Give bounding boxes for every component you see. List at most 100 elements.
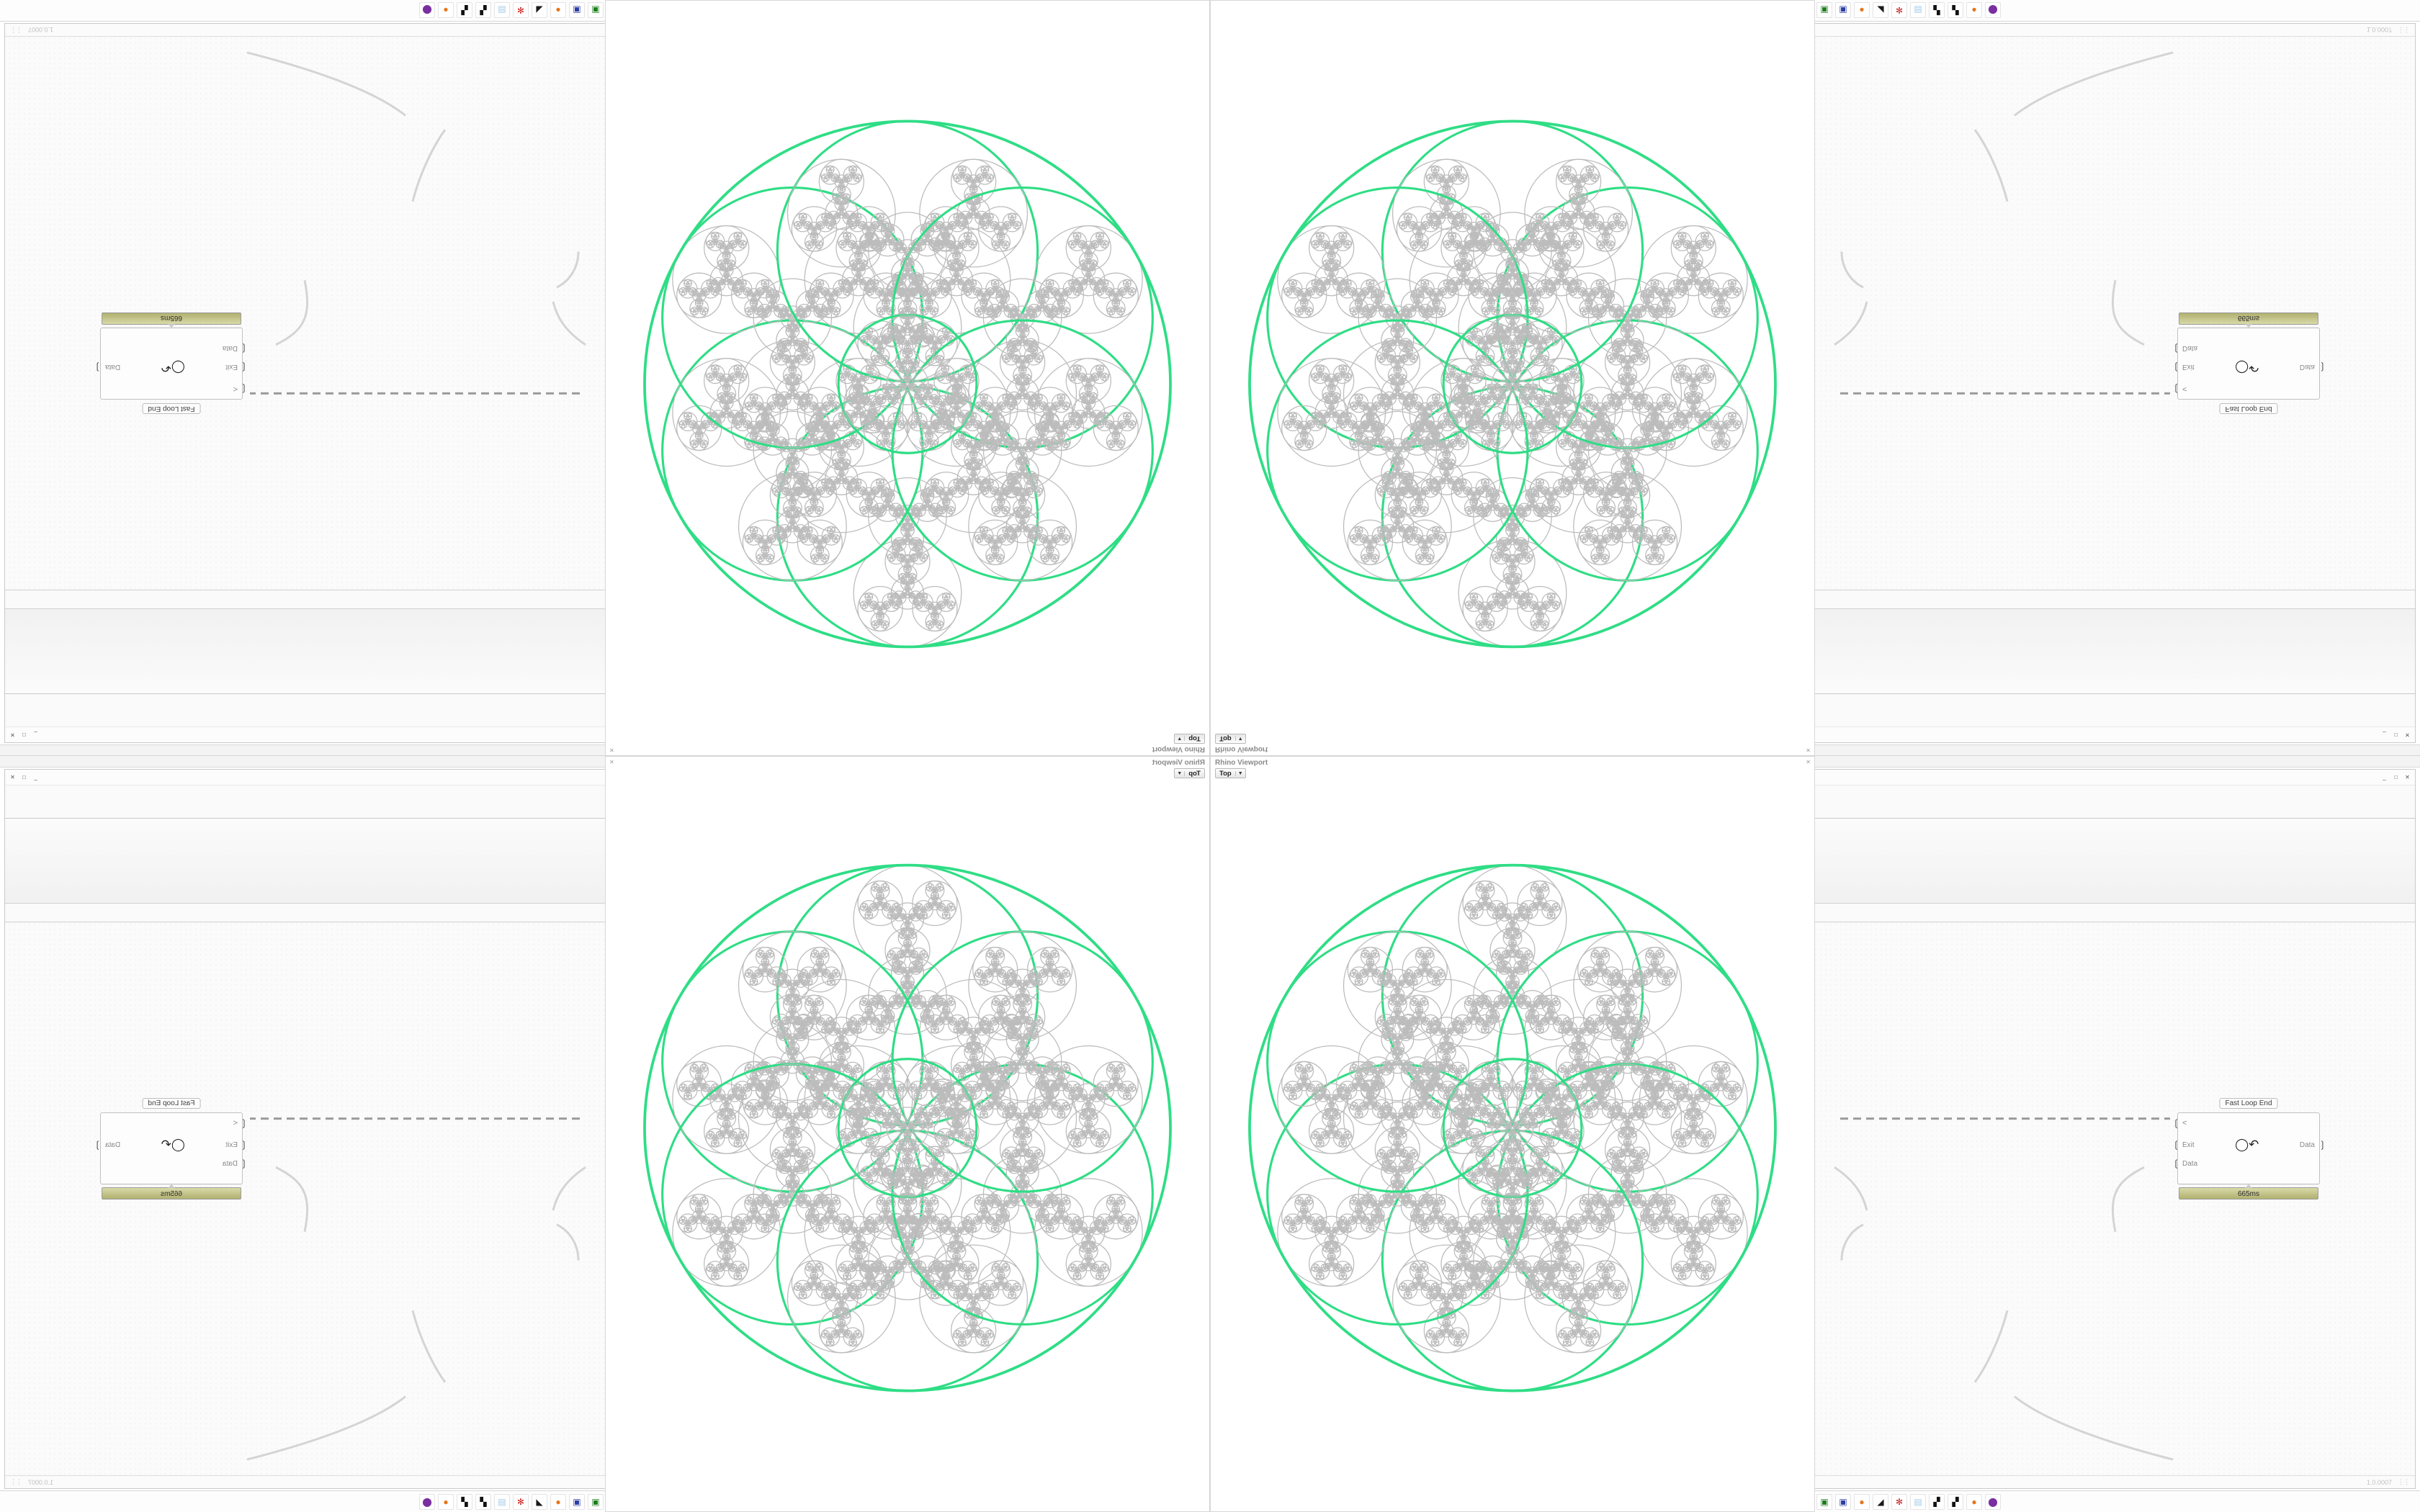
output-label-data: Data bbox=[2300, 1141, 2315, 1149]
minimize-button[interactable]: _ bbox=[2380, 731, 2389, 739]
taskbar-icon-terminal[interactable]: ▣ bbox=[1816, 2, 1832, 19]
taskbar-icon-terminal[interactable]: ▣ bbox=[1816, 1493, 1832, 1510]
node-fast-loop-end[interactable]: Fast Loop End ❲ < ❲ Exit ◯↶ Data ❳ bbox=[2172, 312, 2326, 414]
input-port[interactable]: ❲ bbox=[2172, 362, 2180, 373]
taskbar-icon-notepad[interactable]: ▤ bbox=[1910, 1493, 1926, 1510]
taskbar-icon-firefox-2[interactable]: ● bbox=[550, 1493, 566, 1510]
resize-grip[interactable]: ⋮⋮ bbox=[11, 26, 22, 34]
maximize-button[interactable]: □ bbox=[19, 773, 29, 782]
taskbar-icon-kde[interactable]: ⬤ bbox=[419, 2, 435, 19]
taskbar-icon-notepad[interactable]: ▤ bbox=[1910, 2, 1926, 19]
taskbar-icon-save-pa[interactable]: ▣ bbox=[1835, 1493, 1851, 1510]
rhino-viewport[interactable]: Rhino Viewport ✕ Top ▼ bbox=[605, 756, 1210, 1512]
viewport-col-left-top: Rhino Viewport ✕ Top ▼ bbox=[605, 0, 1210, 756]
taskbar-icon-save-pa[interactable]: ▣ bbox=[569, 1493, 585, 1510]
node-fast-loop-end[interactable]: Fast Loop End ❲ < ❲ Exit ◯↶ Data ❳ bbox=[94, 312, 248, 414]
taskbar-icon-terminal[interactable]: ▣ bbox=[588, 1493, 604, 1510]
version-label: 1.0.0007 bbox=[28, 27, 53, 34]
taskbar-icon-firefox[interactable]: ● bbox=[438, 1493, 454, 1510]
output-port[interactable]: ❳ bbox=[2318, 362, 2326, 373]
close-button[interactable]: ✕ bbox=[8, 731, 17, 739]
input-port[interactable]: ❲ bbox=[2172, 1119, 2180, 1128]
input-port[interactable]: ❲ bbox=[240, 384, 248, 395]
loop-exit-icon: ◯↶ bbox=[161, 360, 185, 374]
taskbar-icon-kde[interactable]: ⬤ bbox=[1985, 2, 2001, 19]
window-buttons[interactable]: _ □ ✕ bbox=[8, 773, 40, 782]
taskbar-icon-firefox[interactable]: ● bbox=[1966, 1493, 1982, 1510]
node-tag: Fast Loop End bbox=[142, 403, 201, 414]
maximize-button[interactable]: □ bbox=[2391, 731, 2401, 739]
minimize-button[interactable]: _ bbox=[31, 731, 40, 739]
rhino-viewport[interactable]: Rhino Viewport ✕ Top ▼ bbox=[605, 0, 1210, 756]
taskbar-icon-wolf[interactable]: ◢ bbox=[1873, 1493, 1888, 1510]
taskbar-icon-maze-1[interactable]: ▞ bbox=[457, 1493, 472, 1510]
window-buttons[interactable]: _ □ ✕ bbox=[2380, 773, 2412, 782]
taskbar-icon-kde[interactable]: ⬤ bbox=[419, 1493, 435, 1510]
input-label-data: Data bbox=[223, 1160, 238, 1168]
input-port[interactable]: ❲ bbox=[2172, 343, 2180, 354]
close-button[interactable]: ✕ bbox=[2403, 731, 2412, 739]
minimize-button[interactable]: _ bbox=[2380, 773, 2389, 782]
taskbar-icon-maze-1[interactable]: ▞ bbox=[1948, 1493, 1963, 1510]
maximize-button[interactable]: □ bbox=[2391, 773, 2401, 782]
taskbar-icon-maze-2[interactable]: ▞ bbox=[475, 2, 491, 19]
taskbar-icon-red-app[interactable]: ✻ bbox=[1891, 2, 1907, 19]
close-button[interactable]: ✕ bbox=[2403, 773, 2412, 782]
taskbar-icon-save-pa[interactable]: ▣ bbox=[1835, 2, 1851, 19]
taskbar-icon-firefox-2[interactable]: ● bbox=[1854, 1493, 1870, 1510]
close-button[interactable]: ✕ bbox=[8, 773, 17, 782]
rhino-viewport[interactable]: Rhino Viewport ✕ Top ▼ bbox=[1210, 0, 1815, 756]
input-port[interactable]: ❲ bbox=[2172, 1159, 2180, 1169]
center-divider-vertical bbox=[1209, 0, 1210, 1512]
input-port[interactable]: ❲ bbox=[2172, 384, 2180, 395]
input-port[interactable]: ❲ bbox=[240, 343, 248, 354]
input-label-data: Data bbox=[2182, 345, 2197, 353]
taskbar-icon-maze-2[interactable]: ▞ bbox=[1929, 2, 1945, 19]
taskbar-icon-wolf[interactable]: ◢ bbox=[1873, 2, 1888, 19]
taskbar-icon-maze-2[interactable]: ▞ bbox=[475, 1493, 491, 1510]
resize-grip[interactable]: ⋮⋮ bbox=[2398, 26, 2409, 34]
taskbar-icon-notepad[interactable]: ▤ bbox=[494, 2, 510, 19]
taskbar-icon-firefox-2[interactable]: ● bbox=[550, 2, 566, 19]
apollonian-gasket-graphic bbox=[643, 863, 1172, 1392]
taskbar-icon-notepad[interactable]: ▤ bbox=[494, 1493, 510, 1510]
input-label-data: Data bbox=[2182, 1160, 2197, 1168]
taskbar-icon-red-app[interactable]: ✻ bbox=[513, 2, 529, 19]
output-port[interactable]: ❳ bbox=[2318, 1140, 2326, 1150]
node-fast-loop-end[interactable]: Fast Loop End ❲ < ❲ Exit ◯↶ Data ❳ bbox=[2172, 1098, 2326, 1200]
taskbar-icon-terminal[interactable]: ▣ bbox=[588, 2, 604, 19]
taskbar-icon-wolf[interactable]: ◢ bbox=[532, 1493, 547, 1510]
viewport-col-right-top: Rhino Viewport ✕ Top ▼ bbox=[1210, 0, 1815, 756]
taskbar-icon-save-pa[interactable]: ▣ bbox=[569, 2, 585, 19]
maximize-button[interactable]: □ bbox=[19, 731, 29, 739]
output-port[interactable]: ❳ bbox=[94, 362, 102, 373]
taskbar-icon-firefox[interactable]: ● bbox=[438, 2, 454, 19]
taskbar-icon-kde[interactable]: ⬤ bbox=[1985, 1493, 2001, 1510]
taskbar-icon-firefox-2[interactable]: ● bbox=[1854, 2, 1870, 19]
resize-grip[interactable]: ⋮⋮ bbox=[2398, 1478, 2410, 1486]
window-buttons[interactable]: _ □ ✕ bbox=[2380, 731, 2412, 739]
input-port[interactable]: ❲ bbox=[240, 362, 248, 373]
taskbar-icon-maze-2[interactable]: ▞ bbox=[1929, 1493, 1945, 1510]
node-fast-loop-end[interactable]: Fast Loop End ❲ < ❲ Exit ◯↶ Data ❳ bbox=[94, 1098, 248, 1200]
input-port[interactable]: ❲ bbox=[240, 1158, 248, 1169]
taskbar-icon-wolf[interactable]: ◢ bbox=[532, 2, 547, 19]
minimize-button[interactable]: _ bbox=[31, 773, 40, 782]
rhino-viewport[interactable]: Rhino Viewport ✕ Top ▼ bbox=[1210, 756, 1815, 1512]
viewport-col-right-bot: Rhino Viewport ✕ Top ▼ bbox=[1210, 756, 1815, 1512]
input-port[interactable]: ❲ bbox=[240, 1140, 248, 1151]
taskbar-icon-maze-1[interactable]: ▞ bbox=[1948, 2, 1963, 19]
version-label: 1.0.0007 bbox=[2367, 1479, 2392, 1486]
resize-grip[interactable]: ⋮⋮ bbox=[11, 1478, 22, 1486]
taskbar-icon-red-app[interactable]: ✻ bbox=[1891, 1493, 1907, 1510]
input-port[interactable]: ❲ bbox=[2172, 1140, 2180, 1150]
input-port[interactable]: ❲ bbox=[240, 1118, 248, 1129]
window-buttons[interactable]: _ □ ✕ bbox=[8, 731, 40, 739]
output-port[interactable]: ❳ bbox=[94, 1140, 102, 1151]
input-label-exit: Exit bbox=[225, 1141, 238, 1149]
taskbar-icon-maze-1[interactable]: ▞ bbox=[457, 2, 472, 19]
taskbar-icon-red-app[interactable]: ✻ bbox=[513, 1493, 529, 1510]
taskbar-icon-firefox[interactable]: ● bbox=[1966, 2, 1982, 19]
loop-flag-in: < bbox=[233, 384, 238, 393]
